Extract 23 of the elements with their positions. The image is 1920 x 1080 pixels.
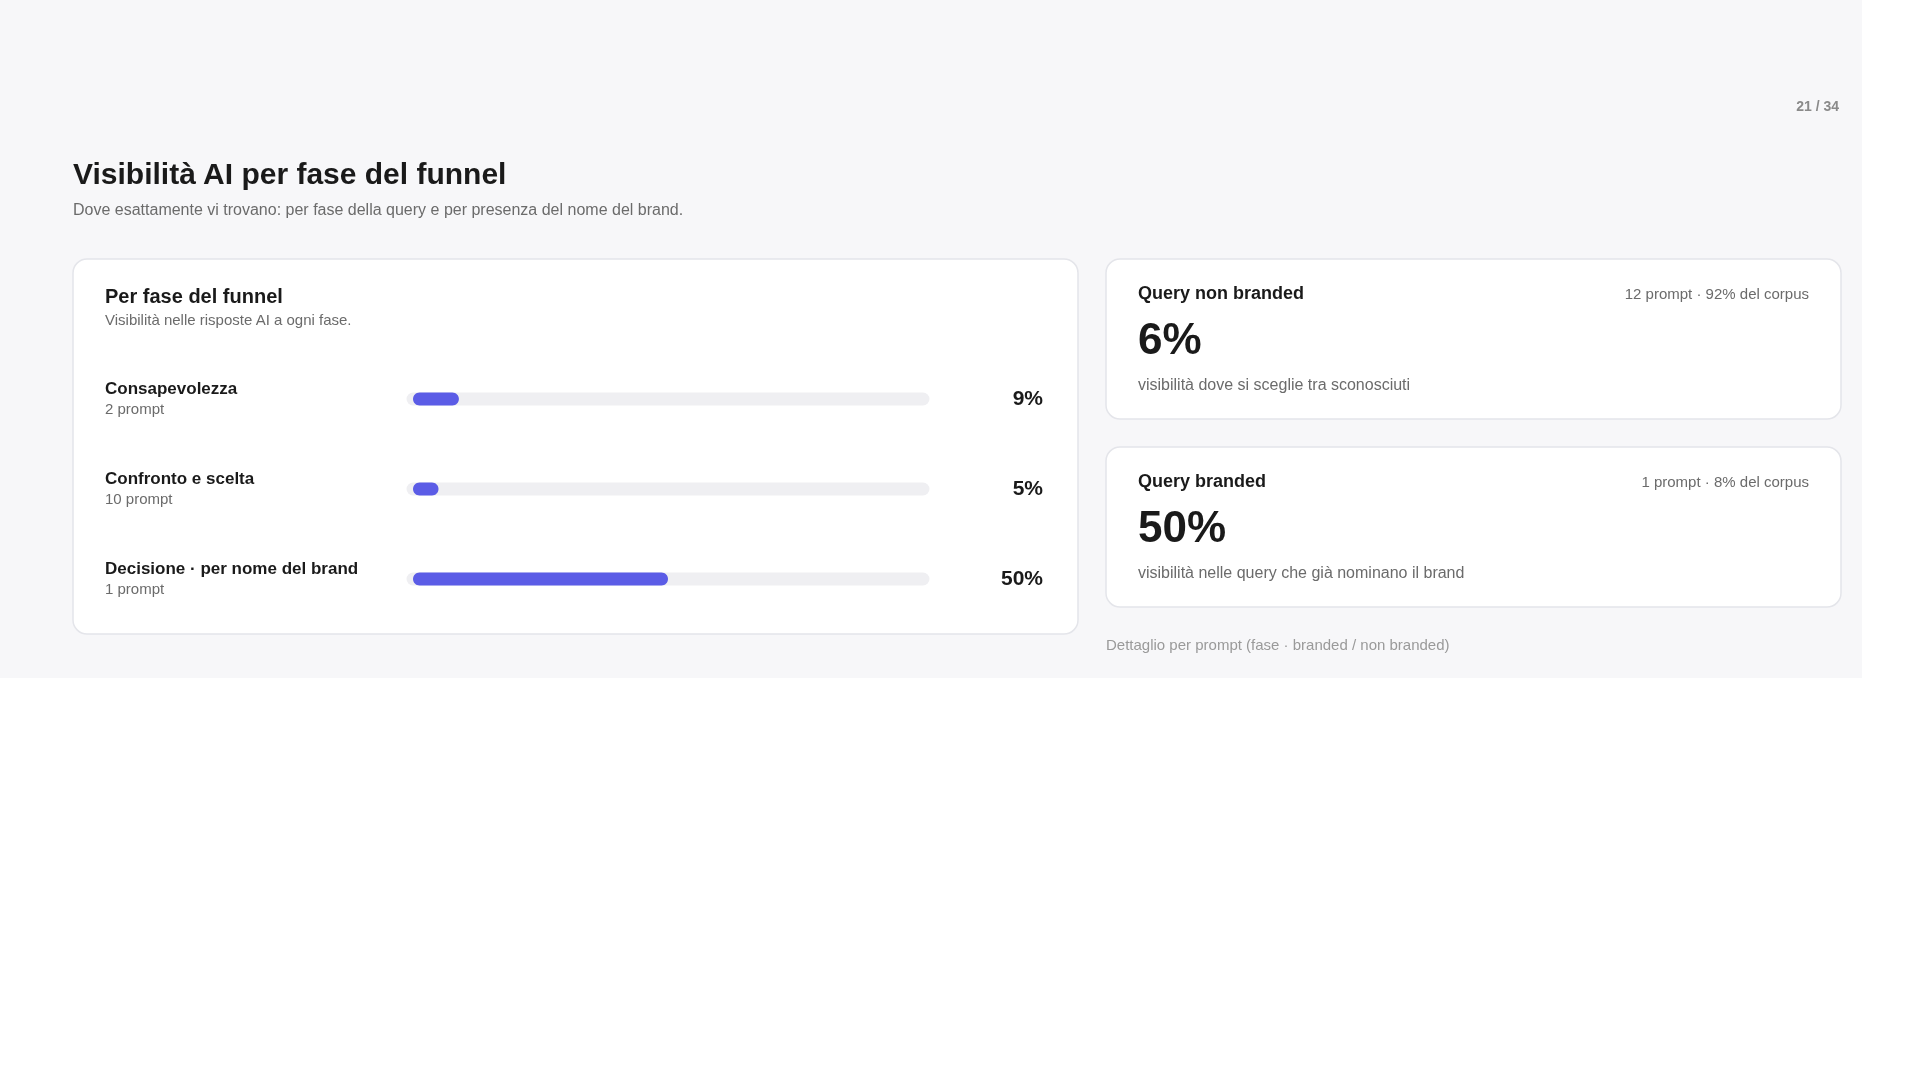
text: 21 / 34 <box>1796 98 1840 114</box>
text: Visibilità AI per fase del funnel <box>73 157 507 190</box>
text: 10 prompt <box>105 490 174 507</box>
y-tick-label: Consapevolezza <box>105 379 238 398</box>
text: 2 prompt <box>105 400 166 417</box>
text: 12 prompt · 92% del corpus <box>1624 285 1809 302</box>
text: Query non branded <box>1138 283 1305 303</box>
text: visibilità dove si sceglie tra sconosciuti <box>1138 376 1411 393</box>
text: 6% <box>1138 314 1202 363</box>
y-tick-label: Decisione · per nome del brand <box>105 559 359 578</box>
text: Visibilità nelle risposte AI a ogni fase. <box>105 311 352 328</box>
data-label: 9% <box>1012 386 1044 409</box>
text: 1 prompt · 8% del corpus <box>1641 473 1809 490</box>
text: Per fase del funnel <box>105 285 283 307</box>
data-label: 50% <box>1000 566 1044 589</box>
y-tick-label: Confronto e scelta <box>105 469 255 488</box>
text: Query branded <box>1138 471 1267 491</box>
data-label: 5% <box>1012 476 1044 499</box>
text: visibilità nelle query che già nominano il brand <box>1138 564 1465 581</box>
text: 50% <box>1138 502 1227 551</box>
text: 1 prompt <box>105 580 166 597</box>
text: Dove esattamente vi trovano: per fase della query e per presenza del nome del brand. <box>73 201 684 218</box>
text: Dettaglio per prompt (fase · branded / non branded) <box>1106 636 1450 653</box>
